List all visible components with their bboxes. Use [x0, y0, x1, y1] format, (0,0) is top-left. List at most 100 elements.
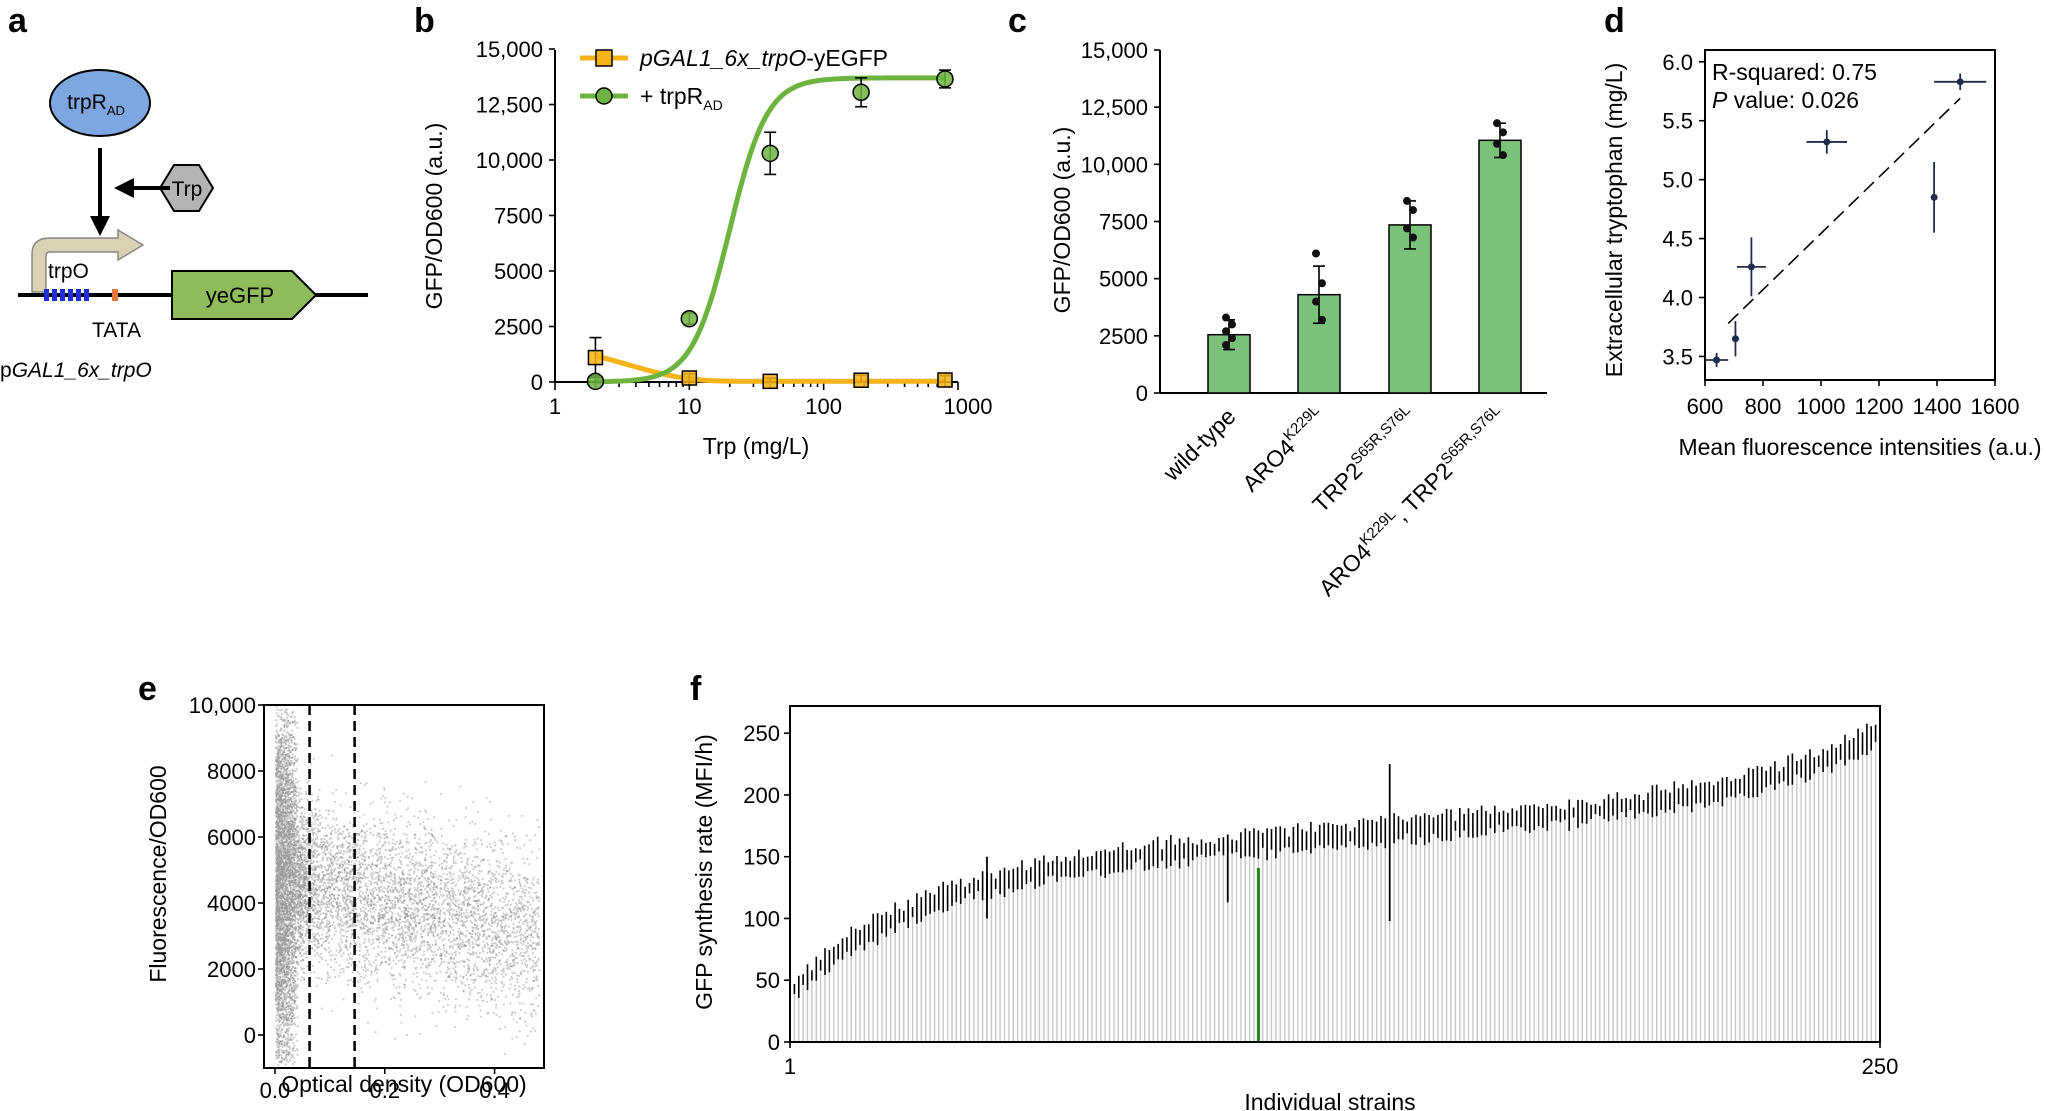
d-plot-frame: [1704, 49, 1996, 381]
b-x-label: Trp (mg/L): [703, 433, 810, 459]
e-x-tick-label: 0.4: [479, 1078, 510, 1103]
d-fit-line: [1727, 97, 1961, 325]
panel-e-chart: 0 2000 4000 6000 8000 10,000 0.0 0.2 0.4 Optica…: [145, 693, 545, 1103]
f-bars: [789, 719, 1881, 1042]
c-data-point: [1493, 119, 1501, 128]
b-legend-series-2: + trpRAD: [640, 83, 723, 113]
d-y-label: Extracellular tryptophan (mg/L): [1601, 63, 1627, 377]
b-y-tick-label: 10,000: [476, 148, 543, 173]
panel-label-c: c: [1008, 2, 1027, 40]
d-data-point: [1747, 263, 1755, 271]
c-category-text: wild-type: [1157, 403, 1240, 486]
f-strain-bars: [789, 731, 1881, 1042]
b-point-square: [762, 373, 778, 390]
b-y-tick-label: 0: [531, 370, 543, 395]
yegfp-gene: [171, 270, 318, 320]
c-data-point: [1312, 297, 1320, 306]
d-x-tick-label: 600: [1687, 394, 1724, 419]
c-bar: [1478, 139, 1522, 394]
e-y-tick-label: 2000: [207, 957, 256, 982]
panel-d-chart: 3.5 4.0 4.5 5.0 5.5 6.0 600 800 1000 1200 1400 160…: [1601, 49, 2042, 460]
c-category-superscript: S65R,S76L: [1347, 402, 1413, 468]
b-legend-series-1: pGAL1_6x_trpO-yEGFP: [639, 45, 888, 71]
d-p-value: P value: 0.026: [1712, 87, 1859, 113]
c-category-text: , TRP2: [1389, 457, 1458, 526]
c-data-point: [1318, 315, 1326, 324]
c-data-point: [1403, 224, 1411, 233]
c-data-point: [1228, 334, 1236, 343]
c-data-point: [1409, 206, 1417, 215]
b-point-circle: [852, 83, 870, 102]
f-x-tick-label: 250: [1862, 1054, 1899, 1079]
d-x-tick-label: 1000: [1797, 394, 1846, 419]
d-y-tick-label: 5.5: [1662, 109, 1693, 134]
trpR-label: trpRAD: [67, 91, 125, 118]
panel-label-e: e: [138, 670, 157, 708]
panel-label-b: b: [414, 2, 435, 40]
c-y-tick-label: 15,000: [1081, 38, 1148, 63]
c-y-tick-label: 5000: [1099, 267, 1148, 292]
c-data-point: [1228, 320, 1236, 329]
d-x-tick-label: 1200: [1855, 394, 1904, 419]
b-point-square: [853, 372, 869, 388]
f-y-tick-label: 100: [743, 906, 780, 931]
d-y-tick-label: 4.0: [1662, 286, 1693, 311]
d-x-tick-label: 800: [1745, 394, 1782, 419]
d-x-tick-label: 1400: [1913, 394, 1962, 419]
panel-c-chart: 0 2500 5000 7500 10,000 12,500 15,000 wild-typ…: [1049, 38, 1547, 601]
panel-label-a: a: [8, 2, 28, 40]
f-x-label: Individual strains: [1244, 1089, 1415, 1111]
e-y-tick-label: 8000: [207, 759, 256, 784]
d-data-point: [1930, 193, 1938, 201]
b-point-square: [681, 370, 698, 386]
c-data-point: [1499, 128, 1507, 137]
d-x-label: Mean fluorescence intensities (a.u.): [1678, 434, 2041, 460]
c-data-point: [1222, 340, 1230, 349]
e-x-tick-label: 0.2: [369, 1078, 400, 1103]
e-y-tick-label: 10,000: [189, 693, 256, 718]
f-y-tick-label: 50: [756, 968, 780, 993]
d-data-point: [1713, 356, 1721, 364]
e-dots-layer-1: [275, 705, 541, 1066]
e-y-tick-label: 4000: [207, 891, 256, 916]
f-y-tick-label: 0: [768, 1030, 780, 1055]
b-point-circle: [586, 372, 605, 391]
tata-box: [112, 289, 118, 301]
tata-label: TATA: [92, 319, 141, 342]
promoter-name: pGAL1_6x_trpO: [0, 359, 152, 382]
e-y-tick-label: 0: [244, 1023, 256, 1048]
b-x-tick-label: 1: [549, 394, 561, 419]
promoter-arrow-icon: [31, 228, 145, 293]
b-y-tick-label: 2500: [494, 315, 543, 340]
trpO-label: trpO: [48, 260, 89, 283]
c-y-tick-label: 12,500: [1081, 95, 1148, 120]
c-y-tick-label: 7500: [1099, 210, 1148, 235]
trpO-sites: [44, 289, 89, 301]
c-data-point: [1499, 151, 1507, 160]
c-data-point: [1318, 279, 1326, 288]
b-y-tick-label: 15,000: [476, 37, 543, 62]
e-plot-frame: [263, 704, 545, 1069]
c-y-tick-label: 0: [1136, 381, 1148, 406]
d-r-squared: R-squared: 0.75: [1712, 59, 1877, 85]
d-y-tick-label: 4.5: [1662, 227, 1693, 252]
b-point-square: [937, 372, 953, 388]
e-x-tick-label: 0.0: [260, 1078, 291, 1103]
c-category-label: ARO4K229L, TRP2S65R,S76L: [1312, 402, 1511, 601]
b-x-tick-label: 1000: [944, 394, 993, 419]
d-y-tick-label: 6.0: [1662, 50, 1693, 75]
b-point-circle: [936, 70, 954, 88]
d-y-tick-label: 3.5: [1662, 344, 1693, 369]
f-error-bars: [789, 719, 1881, 1007]
yegfp-label: yeGFP: [206, 283, 274, 308]
c-y-tick-label: 10,000: [1081, 152, 1148, 177]
e-y-label: Fluorescence/OD600: [145, 765, 171, 982]
e-y-tick-label: 6000: [207, 825, 256, 850]
b-legend: pGAL1_6x_trpO-yEGFP + trpRAD: [580, 45, 888, 113]
panel-label-d: d: [1604, 2, 1625, 40]
f-y-label: GFP synthesis rate (MFI/h): [691, 734, 717, 1010]
c-data-point: [1222, 313, 1230, 322]
e-x-label: Optical density (OD600): [281, 1071, 526, 1097]
b-point-square: [587, 349, 604, 366]
